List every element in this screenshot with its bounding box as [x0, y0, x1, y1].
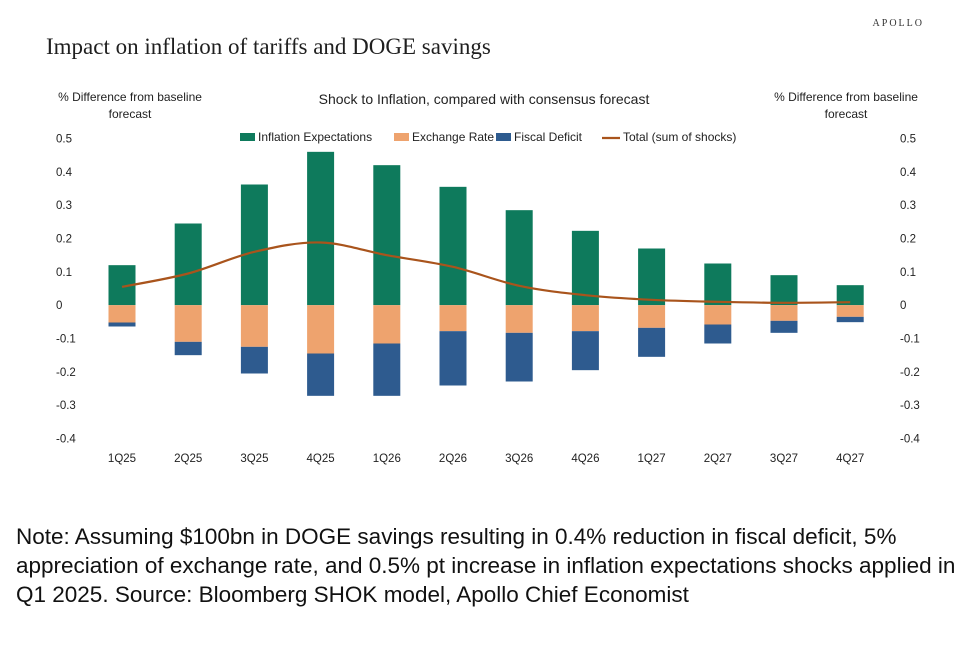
- bar-inflation-expectations: [770, 275, 798, 306]
- y-tick-label-right: -0.3: [900, 400, 920, 412]
- x-tick-label: 1Q25: [108, 453, 136, 465]
- bar-fiscal-deficit: [108, 322, 136, 327]
- y-tick-label-left: -0.2: [56, 367, 76, 379]
- y-axis-label-right: forecast: [825, 107, 868, 121]
- y-tick-label-right: 0.5: [900, 134, 916, 146]
- bar-exchange-rate: [505, 305, 533, 333]
- legend-swatch: [240, 133, 255, 141]
- bar-inflation-expectations: [836, 285, 864, 306]
- y-tick-label-left: 0.2: [56, 234, 72, 246]
- x-tick-label: 3Q25: [240, 453, 268, 465]
- bar-fiscal-deficit: [505, 332, 533, 382]
- bar-exchange-rate: [638, 305, 666, 328]
- bar-inflation-expectations: [240, 184, 268, 306]
- x-tick-label: 3Q27: [770, 453, 798, 465]
- y-tick-label-left: 0.3: [56, 200, 72, 212]
- bar-exchange-rate: [174, 305, 202, 342]
- legend-swatch: [496, 133, 511, 141]
- bar-fiscal-deficit: [307, 353, 335, 396]
- y-tick-label-right: 0.3: [900, 200, 916, 212]
- y-tick-label-left: -0.3: [56, 400, 76, 412]
- legend-label: Total (sum of shocks): [623, 130, 736, 144]
- y-tick-label-left: 0: [56, 300, 62, 312]
- y-tick-label-right: -0.4: [900, 434, 920, 446]
- bar-inflation-expectations: [571, 230, 599, 306]
- bar-inflation-expectations: [373, 165, 401, 306]
- legend-label: Inflation Expectations: [258, 130, 372, 144]
- x-tick-label: 4Q27: [836, 453, 864, 465]
- bar-fiscal-deficit: [836, 316, 864, 323]
- bar-fiscal-deficit: [439, 331, 467, 386]
- x-tick-label: 3Q26: [505, 453, 533, 465]
- y-tick-label-left: 0.1: [56, 267, 72, 279]
- y-tick-label-right: 0.2: [900, 234, 916, 246]
- y-tick-label-left: 0.4: [56, 167, 73, 179]
- bar-fiscal-deficit: [373, 343, 401, 396]
- y-tick-label-right: 0.4: [900, 167, 917, 179]
- x-tick-label: 4Q25: [307, 453, 335, 465]
- x-tick-label: 1Q27: [638, 453, 666, 465]
- y-tick-label-left: -0.1: [56, 334, 76, 346]
- bar-fiscal-deficit: [704, 324, 732, 344]
- bar-exchange-rate: [373, 305, 401, 344]
- source-note: Note: Assuming $100bn in DOGE savings re…: [16, 524, 956, 607]
- legend-swatch: [394, 133, 409, 141]
- bar-fiscal-deficit: [770, 320, 798, 333]
- legend-label: Exchange Rate: [412, 130, 494, 144]
- bar-fiscal-deficit: [240, 346, 268, 374]
- y-tick-label-left: 0.5: [56, 134, 72, 146]
- y-axis-label-left: % Difference from baseline: [58, 90, 202, 104]
- bar-exchange-rate: [836, 305, 864, 317]
- bar-inflation-expectations: [439, 186, 467, 306]
- y-tick-label-right: 0.1: [900, 267, 916, 279]
- bar-exchange-rate: [108, 305, 136, 323]
- bar-inflation-expectations: [307, 151, 335, 306]
- x-tick-label: 2Q25: [174, 453, 202, 465]
- legend-label: Fiscal Deficit: [514, 130, 583, 144]
- bar-inflation-expectations: [704, 263, 732, 306]
- bar-inflation-expectations: [505, 210, 533, 306]
- bar-exchange-rate: [240, 305, 268, 347]
- y-tick-label-left: -0.4: [56, 434, 76, 446]
- x-tick-label: 2Q26: [439, 453, 467, 465]
- bar-inflation-expectations: [174, 223, 202, 306]
- y-axis-label-left: forecast: [109, 107, 152, 121]
- bar-exchange-rate: [770, 305, 798, 321]
- bar-exchange-rate: [307, 305, 335, 354]
- y-tick-label-right: 0: [900, 300, 906, 312]
- bar-fiscal-deficit: [174, 341, 202, 356]
- bar-exchange-rate: [439, 305, 467, 332]
- bar-fiscal-deficit: [571, 331, 599, 371]
- bar-exchange-rate: [704, 305, 732, 325]
- page-title: Impact on inflation of tariffs and DOGE …: [46, 34, 491, 59]
- y-tick-label-right: -0.1: [900, 334, 920, 346]
- bar-inflation-expectations: [638, 248, 666, 306]
- x-tick-label: 1Q26: [373, 453, 401, 465]
- y-tick-label-right: -0.2: [900, 367, 920, 379]
- brand-logo: APOLLO: [872, 18, 924, 29]
- bar-fiscal-deficit: [638, 327, 666, 357]
- total-line: [121, 241, 851, 304]
- y-axis-label-right: % Difference from baseline: [774, 90, 918, 104]
- x-tick-label: 2Q27: [704, 453, 732, 465]
- x-tick-label: 4Q26: [571, 453, 599, 465]
- chart-title: Shock to Inflation, compared with consen…: [319, 91, 650, 107]
- bar-exchange-rate: [571, 305, 599, 332]
- chart: Shock to Inflation, compared with consen…: [56, 90, 920, 465]
